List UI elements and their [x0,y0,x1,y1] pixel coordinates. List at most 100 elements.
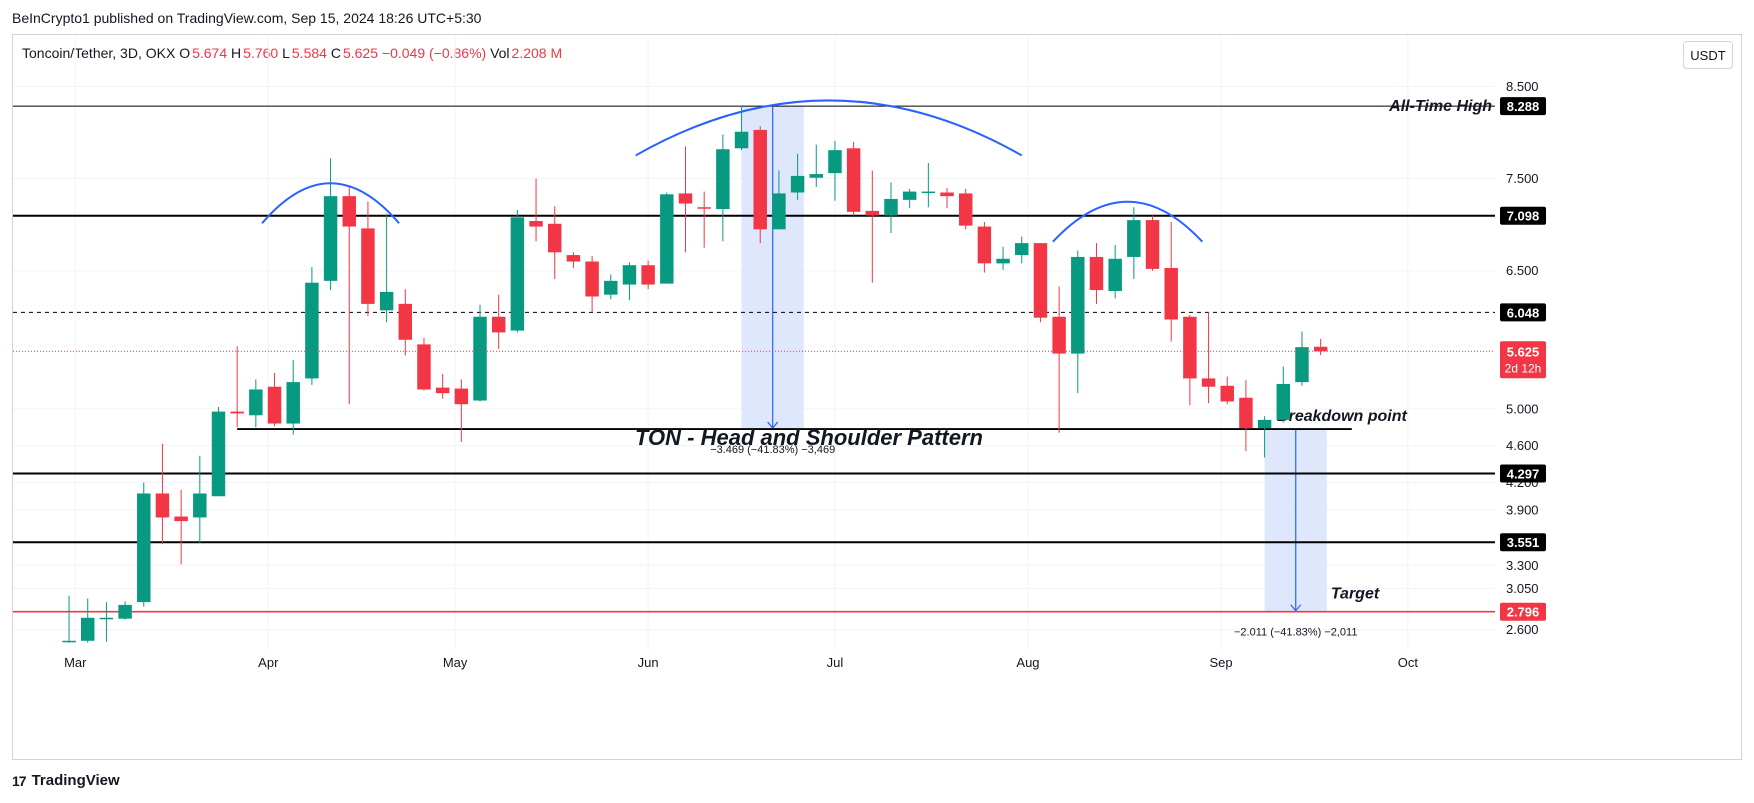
x-tick-label: Sep [1209,655,1232,670]
level-price-text: 6.048 [1507,305,1540,320]
x-tick-label: Aug [1016,655,1039,670]
level-price-tag [1500,533,1546,552]
open-label: O [179,45,191,61]
measure-label: −3.469 (−41.83%) −3,469 [710,444,835,456]
vol-value: 2.208 M [511,45,563,61]
candle-body [1239,397,1253,429]
candle-body [753,129,767,230]
tradingview-brand: TradingView [31,772,120,789]
close-value: 5.625 [342,45,378,61]
low-value: 5.584 [291,45,327,61]
measure-arrowhead [767,421,779,430]
candle-body [1183,316,1197,379]
candle-body [940,192,954,197]
candle-body [902,191,917,200]
candle-body [193,493,207,518]
candle-body [118,604,132,619]
candle-body [977,226,992,264]
candle-body [548,223,562,253]
candle-body [491,316,506,333]
level-price-text: 2.796 [1507,605,1540,620]
x-tick-label: Jun [638,655,659,670]
candle-body [398,303,413,340]
candle-body [1295,347,1309,383]
candle-body [473,316,487,401]
candle-body [1089,256,1104,291]
chart-frame [12,34,1742,760]
candle-body [510,217,525,331]
candle-body [846,148,861,212]
candle-body [249,389,263,416]
high-label: H [231,45,242,61]
candle-body [958,193,973,226]
level-price-tag [1500,303,1546,322]
low-label: L [282,45,290,61]
level-price-tag [1500,97,1546,116]
x-tick-label: May [443,655,468,670]
candle-body [921,191,936,194]
candle-body [622,265,637,285]
y-tick-label: 2.600 [1506,622,1539,637]
candle-body [1257,419,1272,429]
candle-body [80,617,95,641]
candle-body [379,291,394,311]
candle-body [1108,258,1122,291]
level-price-text: 7.098 [1507,209,1540,224]
breakdown-annotation: Breakdown point [1277,408,1407,425]
x-tick-label: Oct [1398,655,1419,670]
y-tick-label: 3.300 [1506,558,1539,573]
ath-annotation: All-Time High [1388,98,1492,115]
tradingview-logo-icon: 17 [12,772,27,789]
candle-body [62,640,76,643]
candle-body [1127,220,1141,257]
symbol-name[interactable]: Toncoin/Tether, 3D, OKX [22,45,176,61]
level-price-tag [1500,206,1546,225]
measure-label: −2.011 (−41.83%) −2,011 [1234,627,1357,639]
candle-body [361,228,375,304]
y-tick-label: 8.500 [1506,79,1539,94]
change-value: −0.049 (−0.86%) [381,45,487,61]
target-annotation: Target [1331,586,1380,603]
candle-body [716,149,730,210]
candle-body [697,207,711,209]
candle-body [790,175,805,193]
currency-button[interactable]: USDT [1683,41,1733,69]
candle-body [1313,346,1328,352]
candle-body [454,388,469,405]
candle-body [1033,243,1048,318]
tradingview-footer[interactable]: 17 TradingView [12,772,120,789]
candle-body [604,280,618,295]
close-label: C [330,45,341,61]
candle-body [99,617,114,620]
candle-body [1220,385,1234,402]
level-price-text: 3.551 [1507,535,1540,550]
candle-body [230,411,244,414]
candle-body [342,196,356,227]
candle-body [1052,316,1066,354]
candle-body [585,261,599,297]
vol-label: Vol [490,45,510,61]
x-tick-label: Apr [258,655,279,670]
level-price-text: 4.297 [1507,467,1540,482]
candle-body [137,493,151,603]
candle-body [174,516,188,522]
candle-body [678,193,693,204]
candle-body [1276,383,1291,420]
chart-title: TON - Head and Shoulder Pattern [635,425,983,450]
y-tick-label: 6.500 [1506,263,1539,278]
current-price-tag [1500,341,1546,379]
level-price-tag [1500,602,1546,621]
candle-body [267,386,282,424]
y-tick-label: 7.500 [1506,171,1539,186]
y-tick-label: 3.050 [1506,581,1539,596]
candle-body [734,131,749,149]
high-value: 5.760 [243,45,279,61]
candle-body [529,221,543,227]
candle-body [566,255,581,262]
x-tick-label: Mar [64,655,87,670]
x-tick-label: Jul [827,655,844,670]
candle-body [1015,243,1029,256]
candle-body [435,387,450,394]
